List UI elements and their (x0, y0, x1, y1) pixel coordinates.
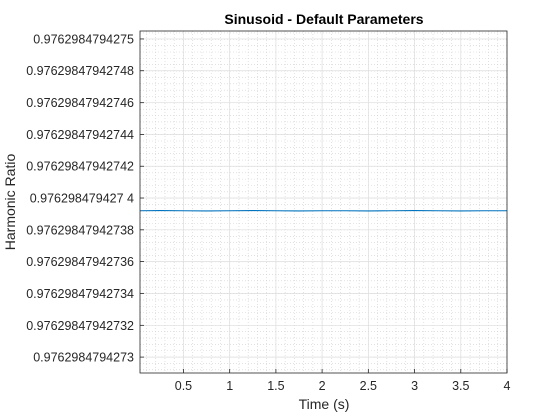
y-axis-ticks: 0.9762984794273 0.97629847942732 0.9762984… (26, 32, 144, 365)
y-tick-label: 0.97629847942736 (26, 255, 134, 269)
y-tick-label: 0.97629847942748 (26, 64, 134, 78)
y-tick-label: 0.97629847942742 (26, 160, 134, 174)
x-tick-label: 2 (319, 379, 326, 393)
y-tick-label: 0.9762984794275 (33, 32, 134, 46)
y-tick-label: 0.9762984794273 (33, 351, 134, 365)
y-tick-label: 0.97629847942734 (26, 287, 134, 301)
plot-area (140, 31, 507, 373)
x-tick-label: 0.5 (175, 379, 192, 393)
chart-title: Sinusoid - Default Parameters (224, 11, 423, 27)
y-tick-label: 0.976298479427 4 (30, 192, 134, 206)
y-tick-label: 0.97629847942746 (26, 96, 134, 110)
x-tick-label: 3 (411, 379, 418, 393)
y-axis-label: Harmonic Ratio (2, 154, 18, 251)
x-tick-label: 4 (504, 379, 511, 393)
y-tick-label: 0.97629847942738 (26, 223, 134, 237)
x-tick-label: 1 (226, 379, 233, 393)
x-tick-label: 3.5 (452, 379, 469, 393)
major-grid (140, 31, 507, 373)
x-tick-label: 1.5 (267, 379, 284, 393)
x-axis-label: Time (s) (299, 396, 350, 412)
y-tick-label: 0.97629847942732 (26, 319, 134, 333)
y-tick-label: 0.97629847942744 (26, 128, 134, 142)
axes-box (139, 30, 508, 374)
x-axis-ticks: 0.5 1 1.5 2 2.5 3 3.5 4 (175, 369, 511, 393)
x-tick-label: 2.5 (360, 379, 377, 393)
